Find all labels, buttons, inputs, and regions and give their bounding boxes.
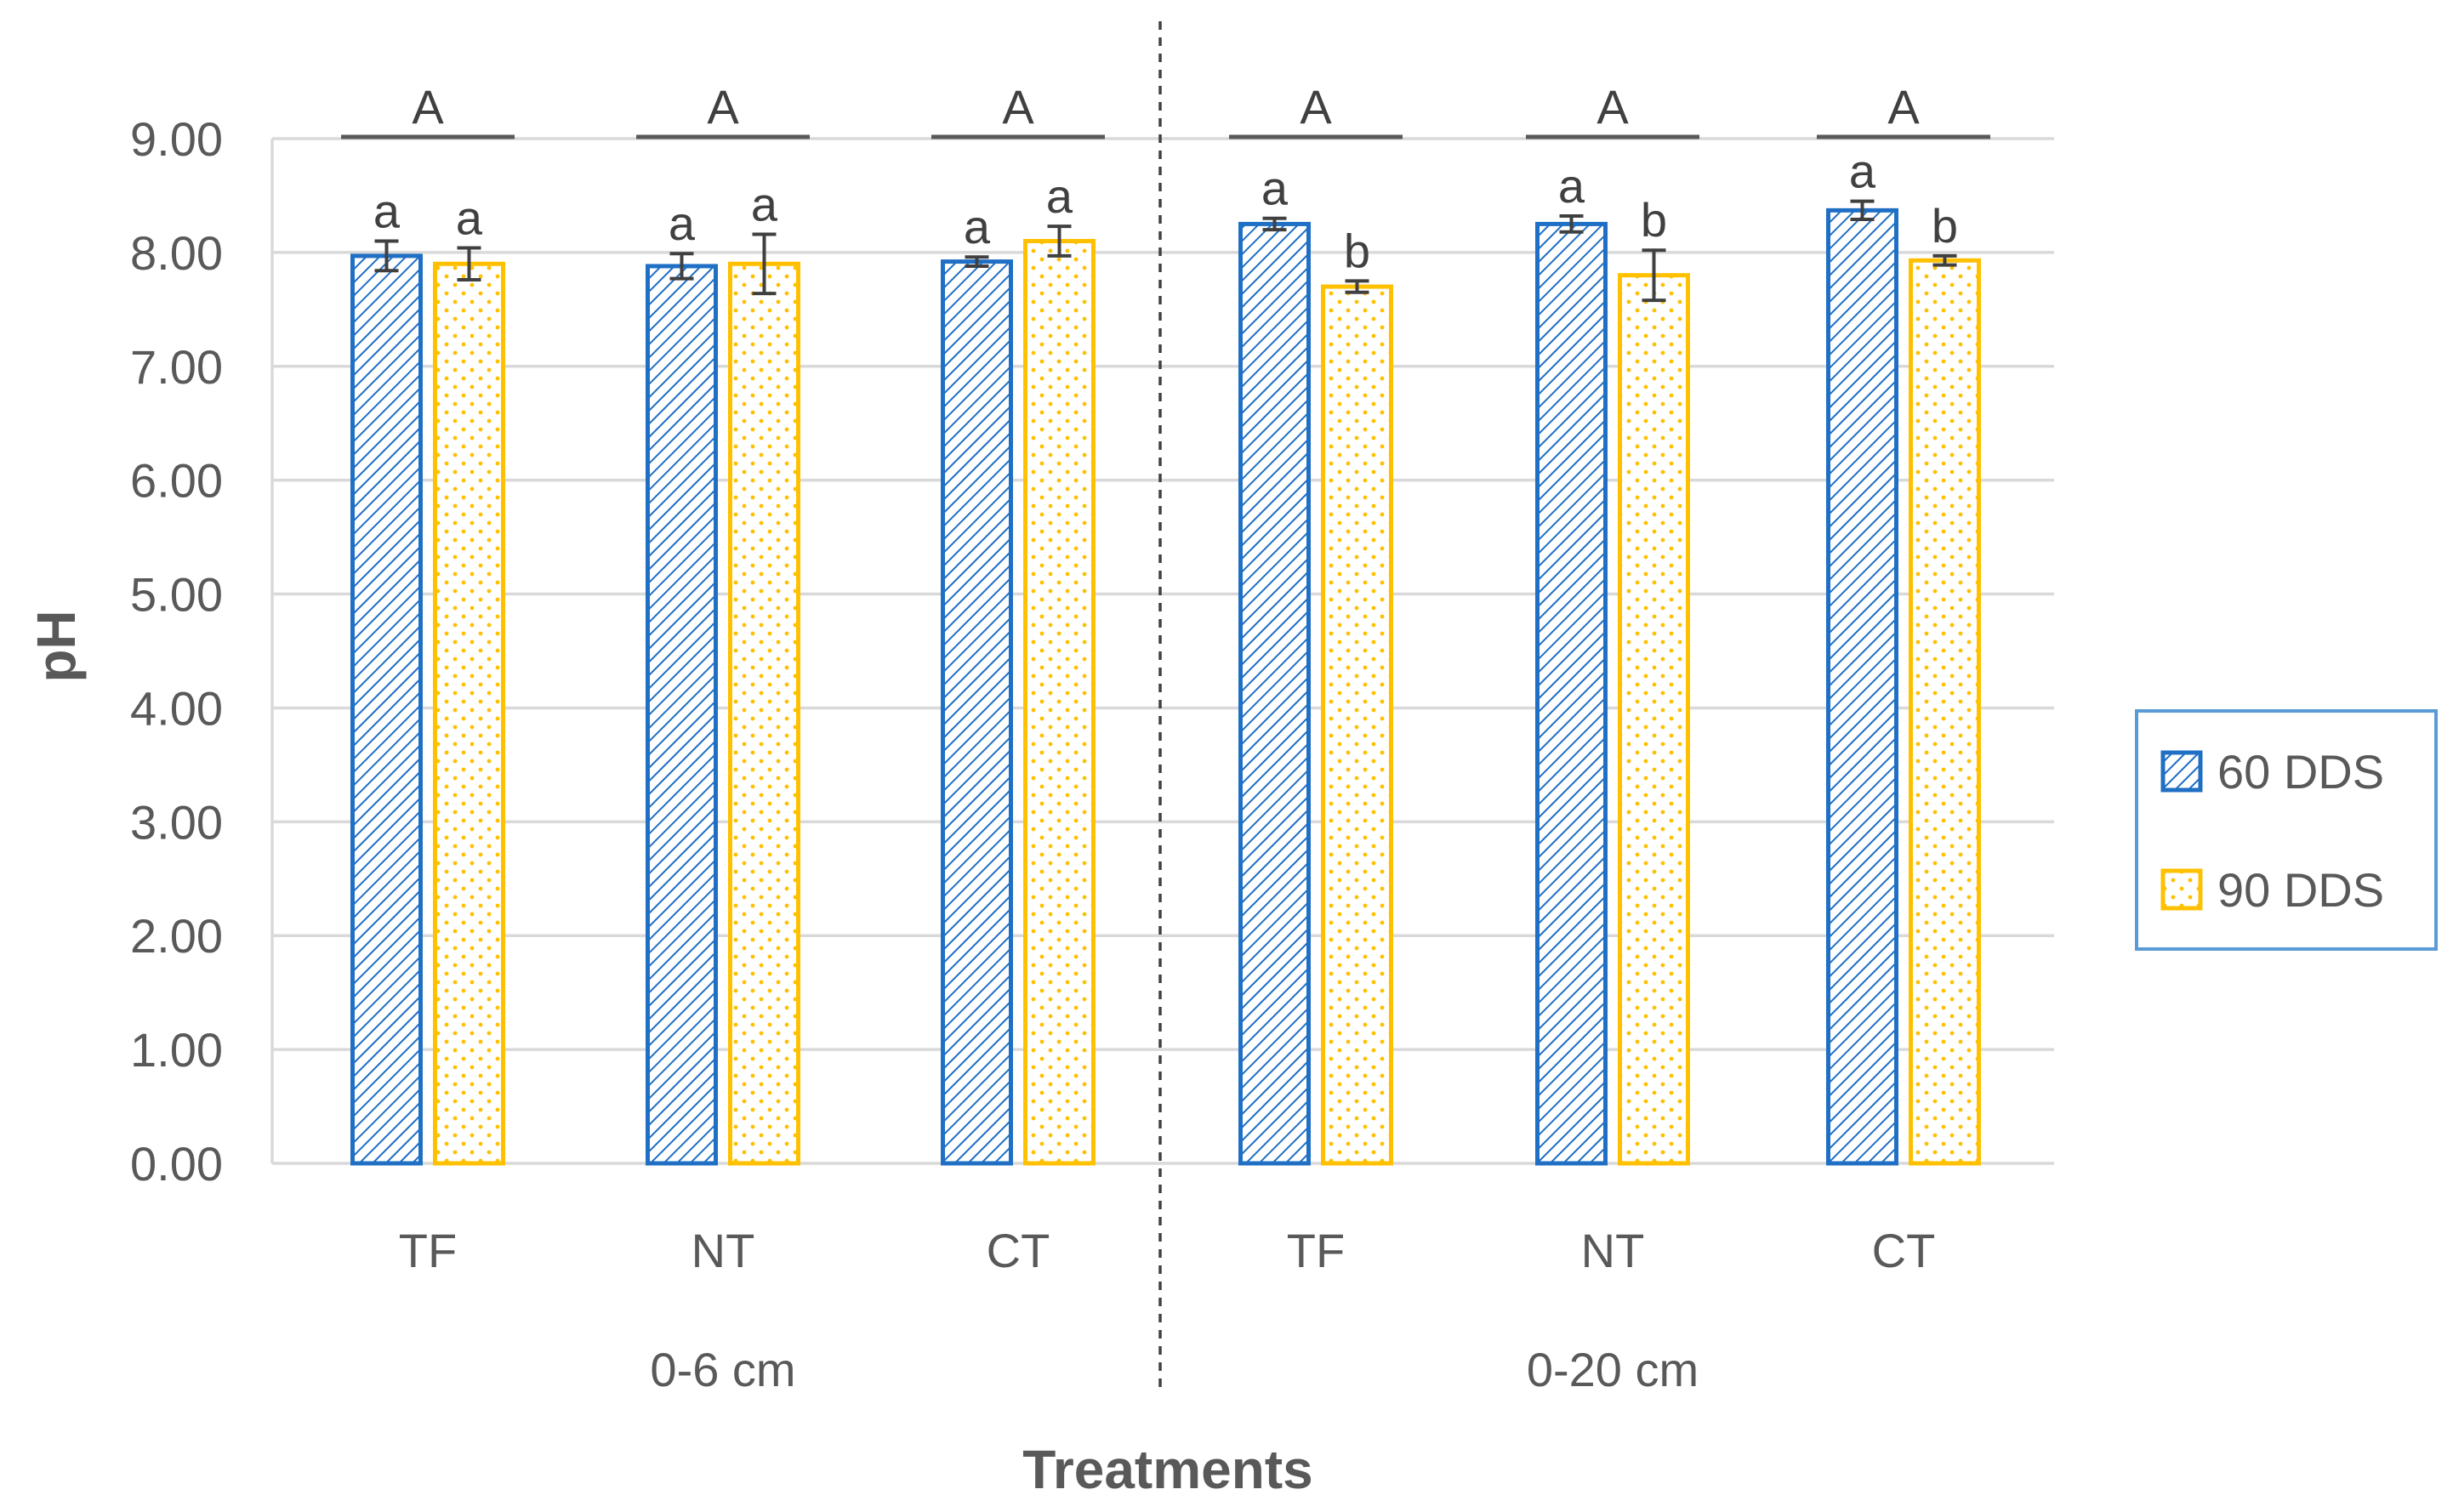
significance-letter: a — [1849, 145, 1876, 198]
x-tick-label: NT — [692, 1224, 755, 1277]
significance-letter: b — [1932, 199, 1958, 253]
error-bar — [1559, 214, 1584, 234]
significance-letter: b — [1641, 193, 1667, 247]
legend-swatch — [2160, 750, 2203, 793]
bar-60-dds — [941, 259, 1013, 1166]
error-bar — [374, 239, 399, 273]
x-tick-label: TF — [1287, 1224, 1345, 1277]
legend-swatch — [2160, 868, 2203, 911]
y-axis-title: pH — [26, 610, 87, 682]
pair-significance-letter: A — [707, 80, 739, 134]
bar-90-dds — [1023, 239, 1096, 1166]
depth-group-label: 0-6 cm — [650, 1343, 795, 1396]
bar-60-dds — [350, 253, 423, 1166]
y-tick-label: 5.00 — [130, 568, 223, 622]
y-tick-label: 3.00 — [130, 795, 223, 849]
significance-letter: a — [1261, 162, 1289, 215]
gridlines — [272, 137, 2054, 1165]
significance-letter: a — [1046, 169, 1073, 223]
significance-letter: a — [751, 177, 778, 230]
bars — [350, 199, 1981, 1166]
error-bar — [1932, 253, 1957, 267]
error-bar — [752, 232, 777, 296]
y-tick-label: 1.00 — [130, 1023, 223, 1077]
error-bar — [1642, 248, 1666, 303]
error-bar — [669, 252, 694, 281]
significance-letter: a — [669, 196, 696, 250]
y-tick-label: 0.00 — [130, 1137, 223, 1191]
bar-60-dds — [646, 264, 718, 1166]
pair-significance-letter: A — [1596, 80, 1629, 134]
depth-group-label: 0-20 cm — [1527, 1343, 1699, 1396]
y-tick-label: 9.00 — [130, 112, 223, 166]
x-axis-title: Treatments — [1022, 1439, 1312, 1500]
error-bar — [965, 255, 989, 268]
y-tick-label: 2.00 — [130, 909, 223, 963]
pair-significance-letter: A — [1002, 80, 1034, 134]
bar-60-dds — [1826, 207, 1898, 1166]
pair-significance-letter: A — [1887, 80, 1920, 134]
pair-significance-letter: A — [412, 80, 444, 134]
legend-label: 90 DDS — [2217, 863, 2384, 917]
significance-letter: a — [964, 200, 991, 253]
y-tick-label: 6.00 — [130, 454, 223, 508]
y-tick-label: 8.00 — [130, 226, 223, 280]
significance-letter: a — [1558, 159, 1585, 213]
error-bar — [1047, 225, 1072, 258]
bar-90-dds — [1321, 284, 1393, 1166]
bar-90-dds — [1618, 273, 1690, 1166]
error-bar — [1345, 279, 1369, 294]
significance-letter: a — [456, 191, 483, 245]
bar-90-dds — [728, 261, 800, 1166]
significance-letter: b — [1344, 224, 1370, 277]
y-tick-label: 4.00 — [130, 681, 223, 735]
bar-90-dds — [1909, 258, 1981, 1166]
legend: 60 DDS 90 DDS — [2135, 709, 2438, 951]
error-bar — [1850, 199, 1875, 222]
x-tick-label: NT — [1581, 1224, 1645, 1277]
error-bar — [457, 246, 481, 282]
bar-90-dds — [433, 261, 505, 1166]
x-tick-label: CT — [1872, 1224, 1936, 1277]
bar-60-dds — [1535, 221, 1608, 1166]
legend-label: 60 DDS — [2217, 745, 2384, 799]
bar-60-dds — [1238, 221, 1311, 1166]
error-bar — [1262, 216, 1287, 232]
y-tick-label: 7.00 — [130, 340, 223, 394]
x-tick-label: CT — [987, 1224, 1050, 1277]
y-axis: 0.00 1.00 2.00 3.00 4.00 5.00 6.00 7.00 8.00 9.00 — [130, 112, 274, 1191]
pair-significance-letter: A — [1300, 80, 1332, 134]
x-tick-label: TF — [399, 1224, 457, 1277]
significance-letter: a — [373, 185, 401, 238]
